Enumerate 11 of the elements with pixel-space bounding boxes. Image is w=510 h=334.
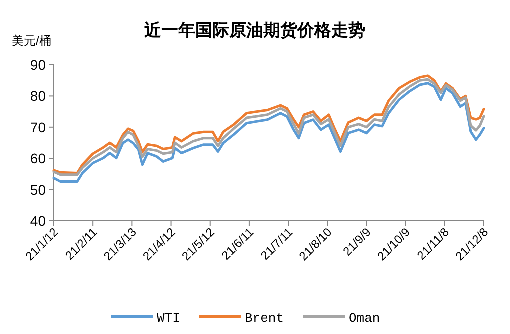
y-tick-label: 90 [30, 57, 46, 73]
y-tick-label: 40 [30, 213, 46, 229]
chart-title: 近一年国际原油期货价格走势 [144, 21, 366, 40]
y-tick-label: 70 [30, 119, 46, 136]
legend-label: WTI [157, 311, 180, 326]
y-tick-label: 60 [30, 150, 46, 167]
legend-label: Oman [349, 311, 380, 326]
legend-label: Brent [245, 311, 284, 326]
y-axis-title: 美元/桶 [12, 34, 52, 48]
y-tick-label: 80 [30, 88, 46, 104]
y-tick-label: 50 [30, 182, 46, 198]
